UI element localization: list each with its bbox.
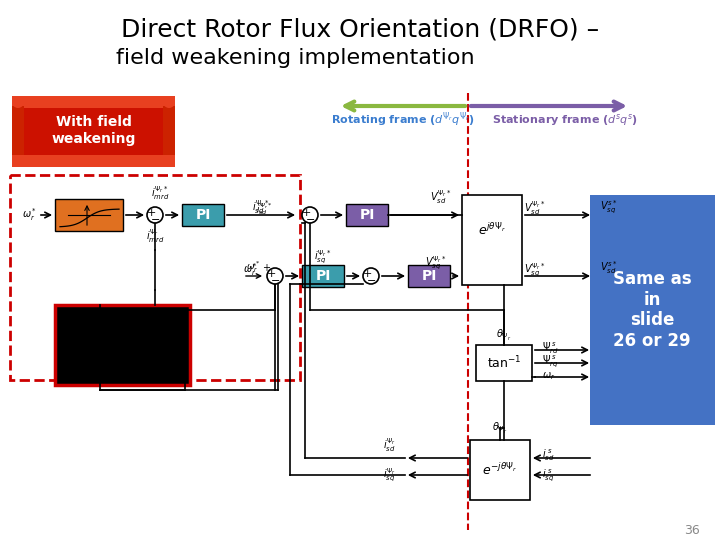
- Circle shape: [267, 268, 283, 284]
- Bar: [346, 204, 388, 226]
- Text: $\tan^{-1}$: $\tan^{-1}$: [487, 355, 521, 372]
- Text: 36: 36: [684, 523, 700, 537]
- Text: field weakening implementation: field weakening implementation: [116, 48, 474, 68]
- Text: −: −: [306, 215, 315, 225]
- Text: $\theta_{\Psi_r}$: $\theta_{\Psi_r}$: [496, 327, 512, 342]
- Text: Rotating frame ($d^{\Psi_r}q^{\Psi_r}$): Rotating frame ($d^{\Psi_r}q^{\Psi_r}$): [331, 111, 474, 129]
- Text: $e^{-j\theta\Psi_r}$: $e^{-j\theta\Psi_r}$: [482, 462, 518, 478]
- Text: PI: PI: [315, 269, 330, 283]
- Bar: [470, 440, 530, 500]
- Text: $e^{j\theta\Psi_r}$: $e^{j\theta\Psi_r}$: [478, 222, 506, 238]
- Text: $V_{sd}^{\Psi_r*}$: $V_{sd}^{\Psi_r*}$: [430, 188, 451, 206]
- Text: $V_{sq}^{\Psi_r*}$: $V_{sq}^{\Psi_r*}$: [425, 254, 446, 272]
- Text: $V_{sd}^{s*}$: $V_{sd}^{s*}$: [600, 260, 618, 276]
- Bar: [10, 175, 300, 380]
- Text: With field
weakening: With field weakening: [51, 116, 135, 146]
- Bar: [163, 106, 175, 155]
- Circle shape: [12, 96, 24, 108]
- Text: −: −: [367, 276, 377, 286]
- Text: +: +: [362, 269, 372, 279]
- Text: $i_{sd}^{\Psi_r*}$: $i_{sd}^{\Psi_r*}$: [256, 201, 272, 217]
- Text: Direct Rotor Flux Orientation (DRFO) –: Direct Rotor Flux Orientation (DRFO) –: [121, 18, 599, 42]
- Bar: [476, 345, 532, 381]
- Bar: [12, 155, 175, 167]
- Text: $i_{sd}^{\Psi_r}$: $i_{sd}^{\Psi_r}$: [384, 436, 397, 454]
- Text: $i_{sd}^{\Psi_r*}$: $i_{sd}^{\Psi_r*}$: [252, 198, 270, 216]
- Bar: [12, 96, 175, 108]
- Text: $\omega_r^*$: $\omega_r^*$: [243, 261, 258, 279]
- Text: PI: PI: [195, 208, 211, 222]
- Text: $\omega_r$: $\omega_r$: [542, 370, 555, 382]
- Text: $\omega_r^*$: $\omega_r^*$: [22, 207, 37, 224]
- Text: −: −: [271, 276, 281, 286]
- Text: $i_{sq}^{\Psi_r}$: $i_{sq}^{\Psi_r}$: [384, 467, 397, 484]
- Text: $\Psi_{rq}^{\ s}$: $\Psi_{rq}^{\ s}$: [542, 353, 559, 369]
- Text: $i_{mrd}^{\Psi_r}$: $i_{mrd}^{\Psi_r}$: [145, 227, 164, 245]
- Bar: [12, 106, 24, 155]
- Text: $i_{mrd}^{\Psi_r*}$: $i_{mrd}^{\Psi_r*}$: [150, 184, 169, 202]
- Text: PI: PI: [421, 269, 437, 283]
- Text: $V_{sq}^{\Psi_r*}$: $V_{sq}^{\Psi_r*}$: [524, 261, 546, 279]
- Bar: [55, 305, 190, 385]
- Text: $i_{sq}^{\Psi_r*}$: $i_{sq}^{\Psi_r*}$: [314, 248, 332, 266]
- Text: PI: PI: [359, 208, 374, 222]
- Text: $V_{sd}^{\Psi_r*}$: $V_{sd}^{\Psi_r*}$: [524, 199, 546, 217]
- Text: $\omega_r^*$: $\omega_r^*$: [246, 260, 260, 274]
- Bar: [408, 265, 450, 287]
- Bar: [590, 195, 715, 425]
- Circle shape: [302, 207, 318, 223]
- Bar: [20, 102, 167, 161]
- Text: −: −: [151, 215, 161, 225]
- Text: Stationary frame ($d^sq^s$): Stationary frame ($d^sq^s$): [492, 112, 638, 128]
- Text: Same as
in
slide
26 or 29: Same as in slide 26 or 29: [613, 270, 691, 350]
- Bar: [55, 199, 123, 231]
- Text: +: +: [262, 263, 270, 273]
- Circle shape: [163, 96, 175, 108]
- Text: $i_{sd}^{\ s}$: $i_{sd}^{\ s}$: [542, 447, 554, 463]
- Circle shape: [363, 268, 379, 284]
- Text: +: +: [266, 269, 276, 279]
- Text: $V_{sq}^{s*}$: $V_{sq}^{s*}$: [600, 198, 618, 215]
- Bar: [462, 195, 522, 285]
- Bar: [302, 265, 344, 287]
- Bar: [182, 204, 224, 226]
- Circle shape: [147, 207, 163, 223]
- Text: +: +: [146, 208, 156, 218]
- Text: $i_{sq}^{\ s}$: $i_{sq}^{\ s}$: [542, 467, 554, 483]
- Text: $\theta_{\Psi_r}$: $\theta_{\Psi_r}$: [492, 421, 508, 436]
- Text: +: +: [301, 208, 311, 218]
- Text: $\Psi_{rd}^{\ s}$: $\Psi_{rd}^{\ s}$: [542, 340, 559, 356]
